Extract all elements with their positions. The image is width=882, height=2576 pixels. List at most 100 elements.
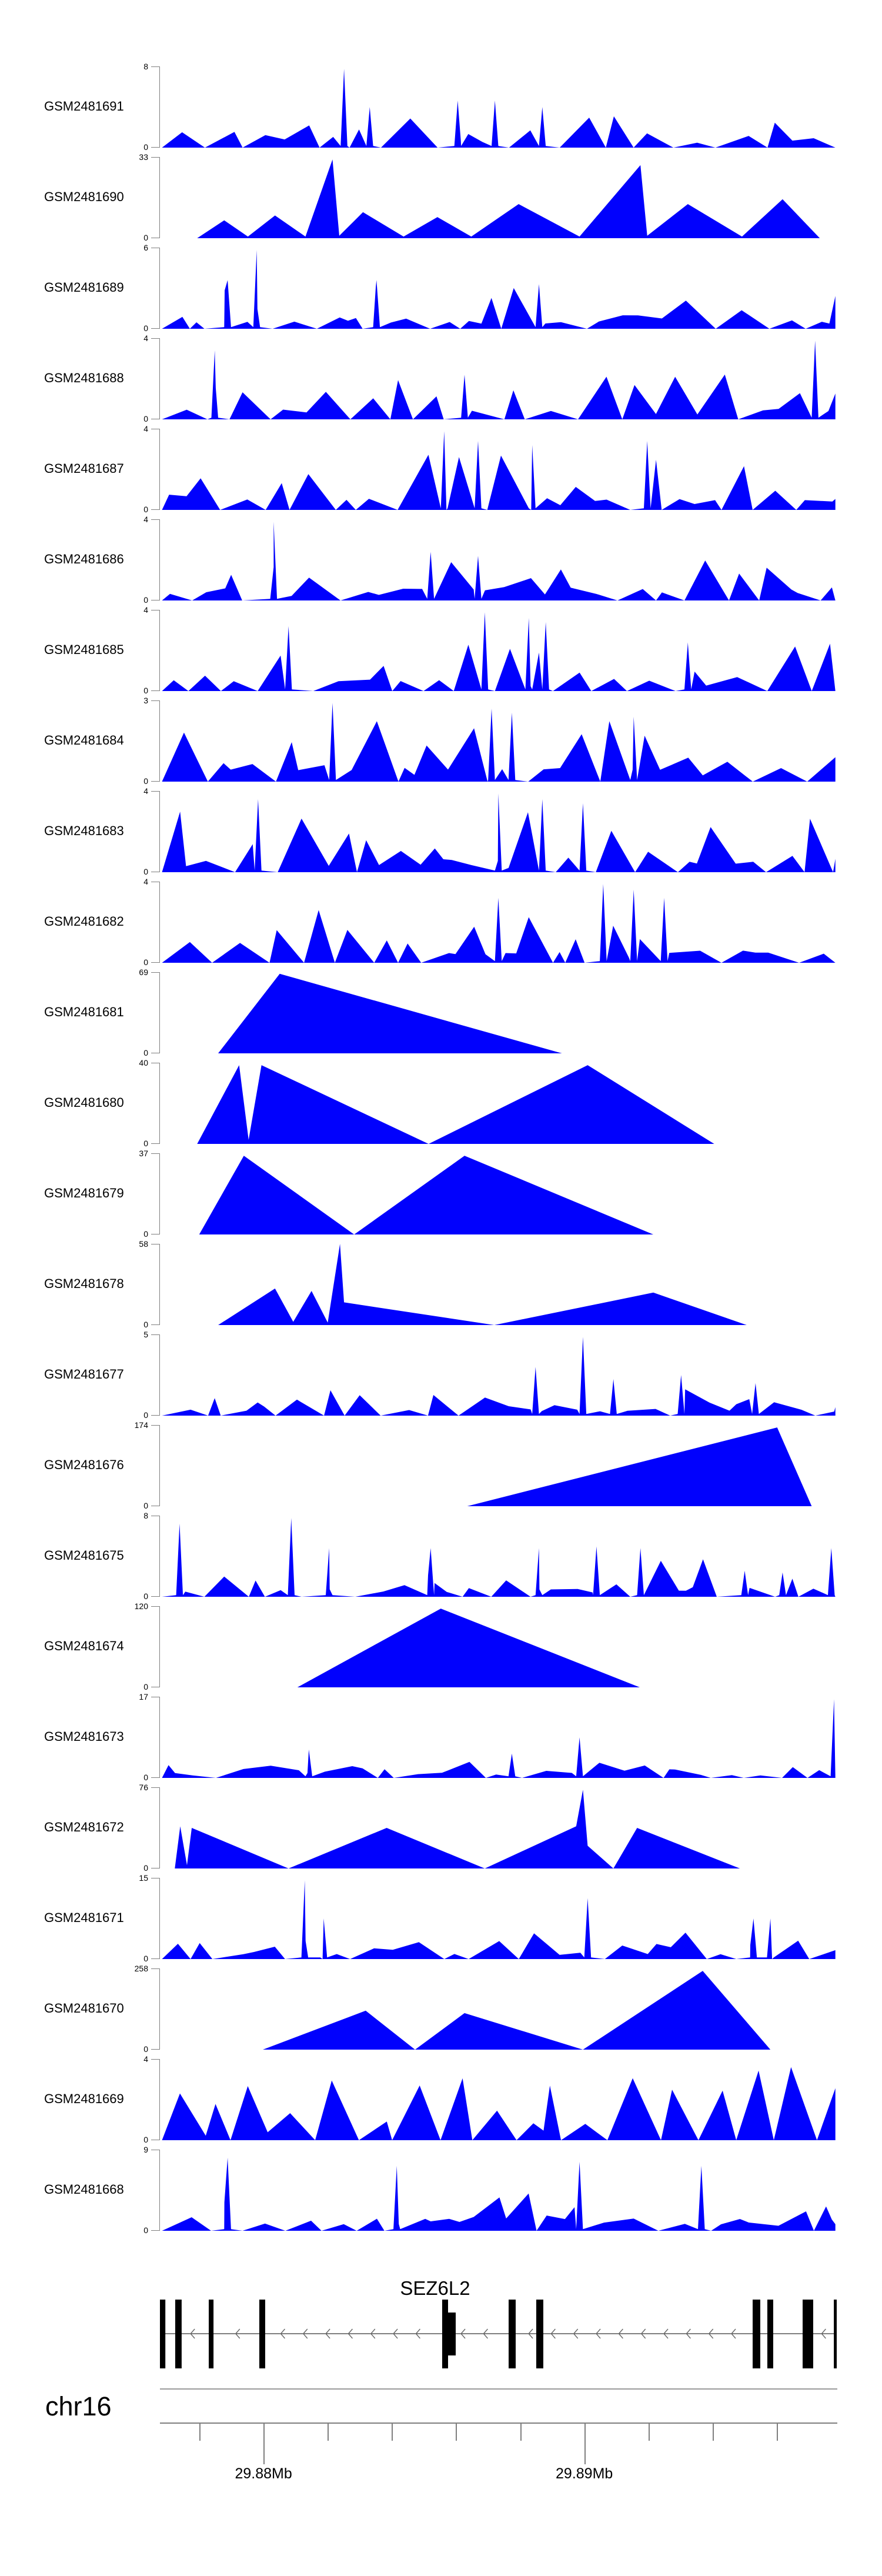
track-y-zero-label: 0 <box>143 233 148 242</box>
track-y-zero-label: 0 <box>143 1501 148 1510</box>
strand-direction-arrow-icon <box>235 2328 240 2339</box>
track-y-zero-label: 0 <box>143 686 148 695</box>
track-y-axis-max-tick <box>151 1153 159 1154</box>
panel-separator-line <box>160 2388 837 2390</box>
track-y-axis-zero-tick <box>151 1596 159 1597</box>
track-y-axis-line <box>159 338 160 419</box>
track-area-plot <box>162 1337 836 1416</box>
track-sample-label: GSM2481687 <box>44 461 124 476</box>
data-track-GSM2481689: GSM2481689 6 0 <box>0 243 882 333</box>
track-y-axis-line <box>159 700 160 782</box>
data-track-GSM2481687: GSM2481687 4 0 <box>0 424 882 514</box>
track-area-plot <box>218 973 562 1053</box>
track-y-axis-line <box>159 1606 160 1687</box>
track-sample-label: GSM2481669 <box>44 2091 124 2106</box>
track-y-axis-line <box>159 791 160 872</box>
track-y-zero-label: 0 <box>143 595 148 605</box>
gene-exon-box <box>536 2300 543 2368</box>
strand-direction-arrow-icon <box>302 2328 308 2339</box>
track-y-axis-zero-tick <box>151 328 159 329</box>
track-y-zero-label: 0 <box>143 414 148 423</box>
gene-exon-box <box>160 2300 166 2368</box>
axis-minor-tick <box>392 2423 393 2441</box>
axis-minor-tick <box>456 2423 457 2441</box>
chromosome-label: chr16 <box>45 2391 112 2421</box>
track-y-axis-line <box>159 882 160 963</box>
track-y-axis-line <box>159 1787 160 1868</box>
gene-exon-box <box>175 2300 182 2368</box>
track-y-max-label: 8 <box>143 1511 148 1520</box>
track-sample-label: GSM2481675 <box>44 1548 124 1563</box>
track-y-axis-max-tick <box>151 157 159 158</box>
track-area-plot <box>218 1244 747 1325</box>
gene-model-track <box>160 2300 837 2368</box>
track-area-plot <box>162 1518 836 1597</box>
track-sample-label: GSM2481690 <box>44 189 124 204</box>
strand-direction-arrow-icon <box>708 2328 714 2339</box>
track-y-axis-zero-tick <box>151 781 159 782</box>
gene-exon-box <box>209 2300 214 2368</box>
track-sample-label: GSM2481671 <box>44 1910 124 1925</box>
data-track-GSM2481669: GSM2481669 4 0 <box>0 2054 882 2144</box>
track-y-zero-label: 0 <box>143 505 148 514</box>
track-y-zero-label: 0 <box>143 2135 148 2144</box>
track-area-plot <box>199 1156 654 1234</box>
track-y-max-label: 37 <box>139 1149 148 1158</box>
strand-direction-arrow-icon <box>618 2328 623 2339</box>
track-area-plot <box>162 431 836 510</box>
track-sample-label: GSM2481674 <box>44 1639 124 1653</box>
data-track-GSM2481686: GSM2481686 4 0 <box>0 515 882 605</box>
axis-position-label: 29.89Mb <box>556 2465 613 2482</box>
data-track-GSM2481681: GSM2481681 69 0 <box>0 967 882 1057</box>
track-area-plot <box>162 1699 837 1778</box>
track-y-max-label: 9 <box>143 2145 148 2154</box>
track-sample-label: GSM2481686 <box>44 552 124 566</box>
track-y-zero-label: 0 <box>143 323 148 333</box>
gene-exon-box <box>753 2300 760 2368</box>
axis-minor-tick <box>199 2423 201 2441</box>
track-y-max-label: 76 <box>139 1783 148 1792</box>
gene-exon-box <box>442 2300 448 2368</box>
track-sample-label: GSM2481672 <box>44 1820 124 1834</box>
track-y-axis-max-tick <box>151 66 159 67</box>
track-y-max-label: 4 <box>143 2054 148 2064</box>
gene-exon-box <box>259 2300 265 2368</box>
track-y-axis-zero-tick <box>151 1777 159 1778</box>
track-y-zero-label: 0 <box>143 1229 148 1239</box>
track-y-axis-max-tick <box>151 791 159 792</box>
track-sample-label: GSM2481683 <box>44 823 124 838</box>
track-sample-label: GSM2481676 <box>44 1457 124 1472</box>
track-y-zero-label: 0 <box>143 1139 148 1148</box>
data-track-GSM2481688: GSM2481688 4 0 <box>0 333 882 423</box>
axis-minor-tick <box>648 2423 650 2441</box>
track-y-zero-label: 0 <box>143 2225 148 2235</box>
track-y-axis-line <box>159 1697 160 1778</box>
track-sample-label: GSM2481677 <box>44 1367 124 1382</box>
data-track-GSM2481673: GSM2481673 17 0 <box>0 1692 882 1782</box>
data-track-GSM2481676: GSM2481676 174 0 <box>0 1420 882 1510</box>
axis-minor-tick <box>712 2423 714 2441</box>
track-y-axis-zero-tick <box>151 690 159 691</box>
track-area-plot <box>175 1790 740 1868</box>
gene-name-label: SEZ6L2 <box>400 2277 470 2299</box>
data-track-GSM2481675: GSM2481675 8 0 <box>0 1511 882 1601</box>
track-y-axis-max-tick <box>151 700 159 701</box>
track-sample-label: GSM2481668 <box>44 2182 124 2197</box>
track-y-axis-zero-tick <box>151 147 159 148</box>
track-sample-label: GSM2481670 <box>44 2001 124 2016</box>
track-y-max-label: 5 <box>143 1330 148 1339</box>
track-y-max-label: 174 <box>134 1420 148 1430</box>
track-y-axis-zero-tick <box>151 2049 159 2050</box>
strand-direction-arrow-icon <box>686 2328 691 2339</box>
track-y-max-label: 40 <box>139 1058 148 1067</box>
track-area-plot <box>162 69 836 148</box>
track-area-plot <box>162 341 836 419</box>
data-track-GSM2481685: GSM2481685 4 0 <box>0 605 882 695</box>
track-y-max-label: 120 <box>134 1601 148 1611</box>
track-y-axis-max-tick <box>151 519 159 520</box>
track-y-axis-max-tick <box>151 1334 159 1335</box>
track-y-axis-max-tick <box>151 338 159 339</box>
track-y-axis-max-tick <box>151 1968 159 1969</box>
strand-direction-arrow-icon <box>348 2328 353 2339</box>
data-track-GSM2481672: GSM2481672 76 0 <box>0 1783 882 1873</box>
